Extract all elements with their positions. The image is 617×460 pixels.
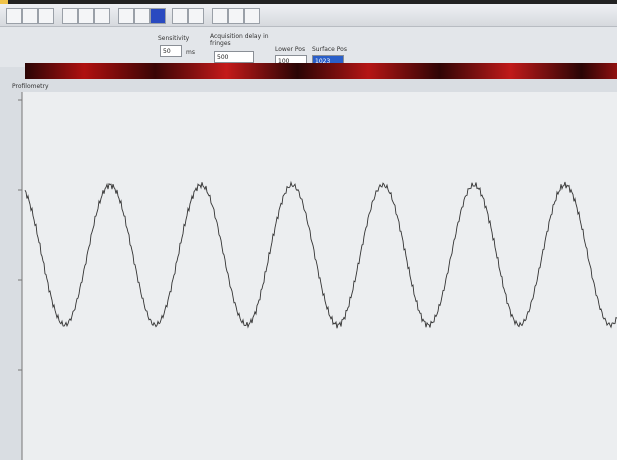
page: {"panel": {"sensitivity_label": "Sensiti… [0,0,617,460]
label: Sensitivity [158,35,189,42]
tool-button[interactable] [38,8,54,24]
plot-title: Profilometry [12,83,49,90]
screen: Sensitivity 50 ms Acquisition delay in f… [0,0,617,460]
plot-background [22,92,617,460]
label: Acquisition delay in fringes [210,33,280,47]
label: Lower Pos [275,46,305,53]
tool-button[interactable] [78,8,94,24]
tool-button[interactable] [134,8,150,24]
settings-panel: Sensitivity 50 ms Acquisition delay in f… [0,27,617,67]
unit: ms [186,49,195,56]
plot-area [0,92,617,460]
tool-button[interactable] [22,8,38,24]
input[interactable]: 500 [214,51,254,63]
input[interactable]: 50 [160,45,182,57]
toolbar [0,4,617,27]
tool-button[interactable] [6,8,22,24]
label: Surface Pos [312,46,347,53]
tool-button[interactable] [150,8,166,24]
tool-button[interactable] [244,8,260,24]
tool-button[interactable] [172,8,188,24]
tool-button[interactable] [62,8,78,24]
tool-button[interactable] [94,8,110,24]
tool-button[interactable] [118,8,134,24]
intensity-bar [25,63,617,79]
tool-button[interactable] [188,8,204,24]
tool-button[interactable] [212,8,228,24]
tool-button[interactable] [228,8,244,24]
